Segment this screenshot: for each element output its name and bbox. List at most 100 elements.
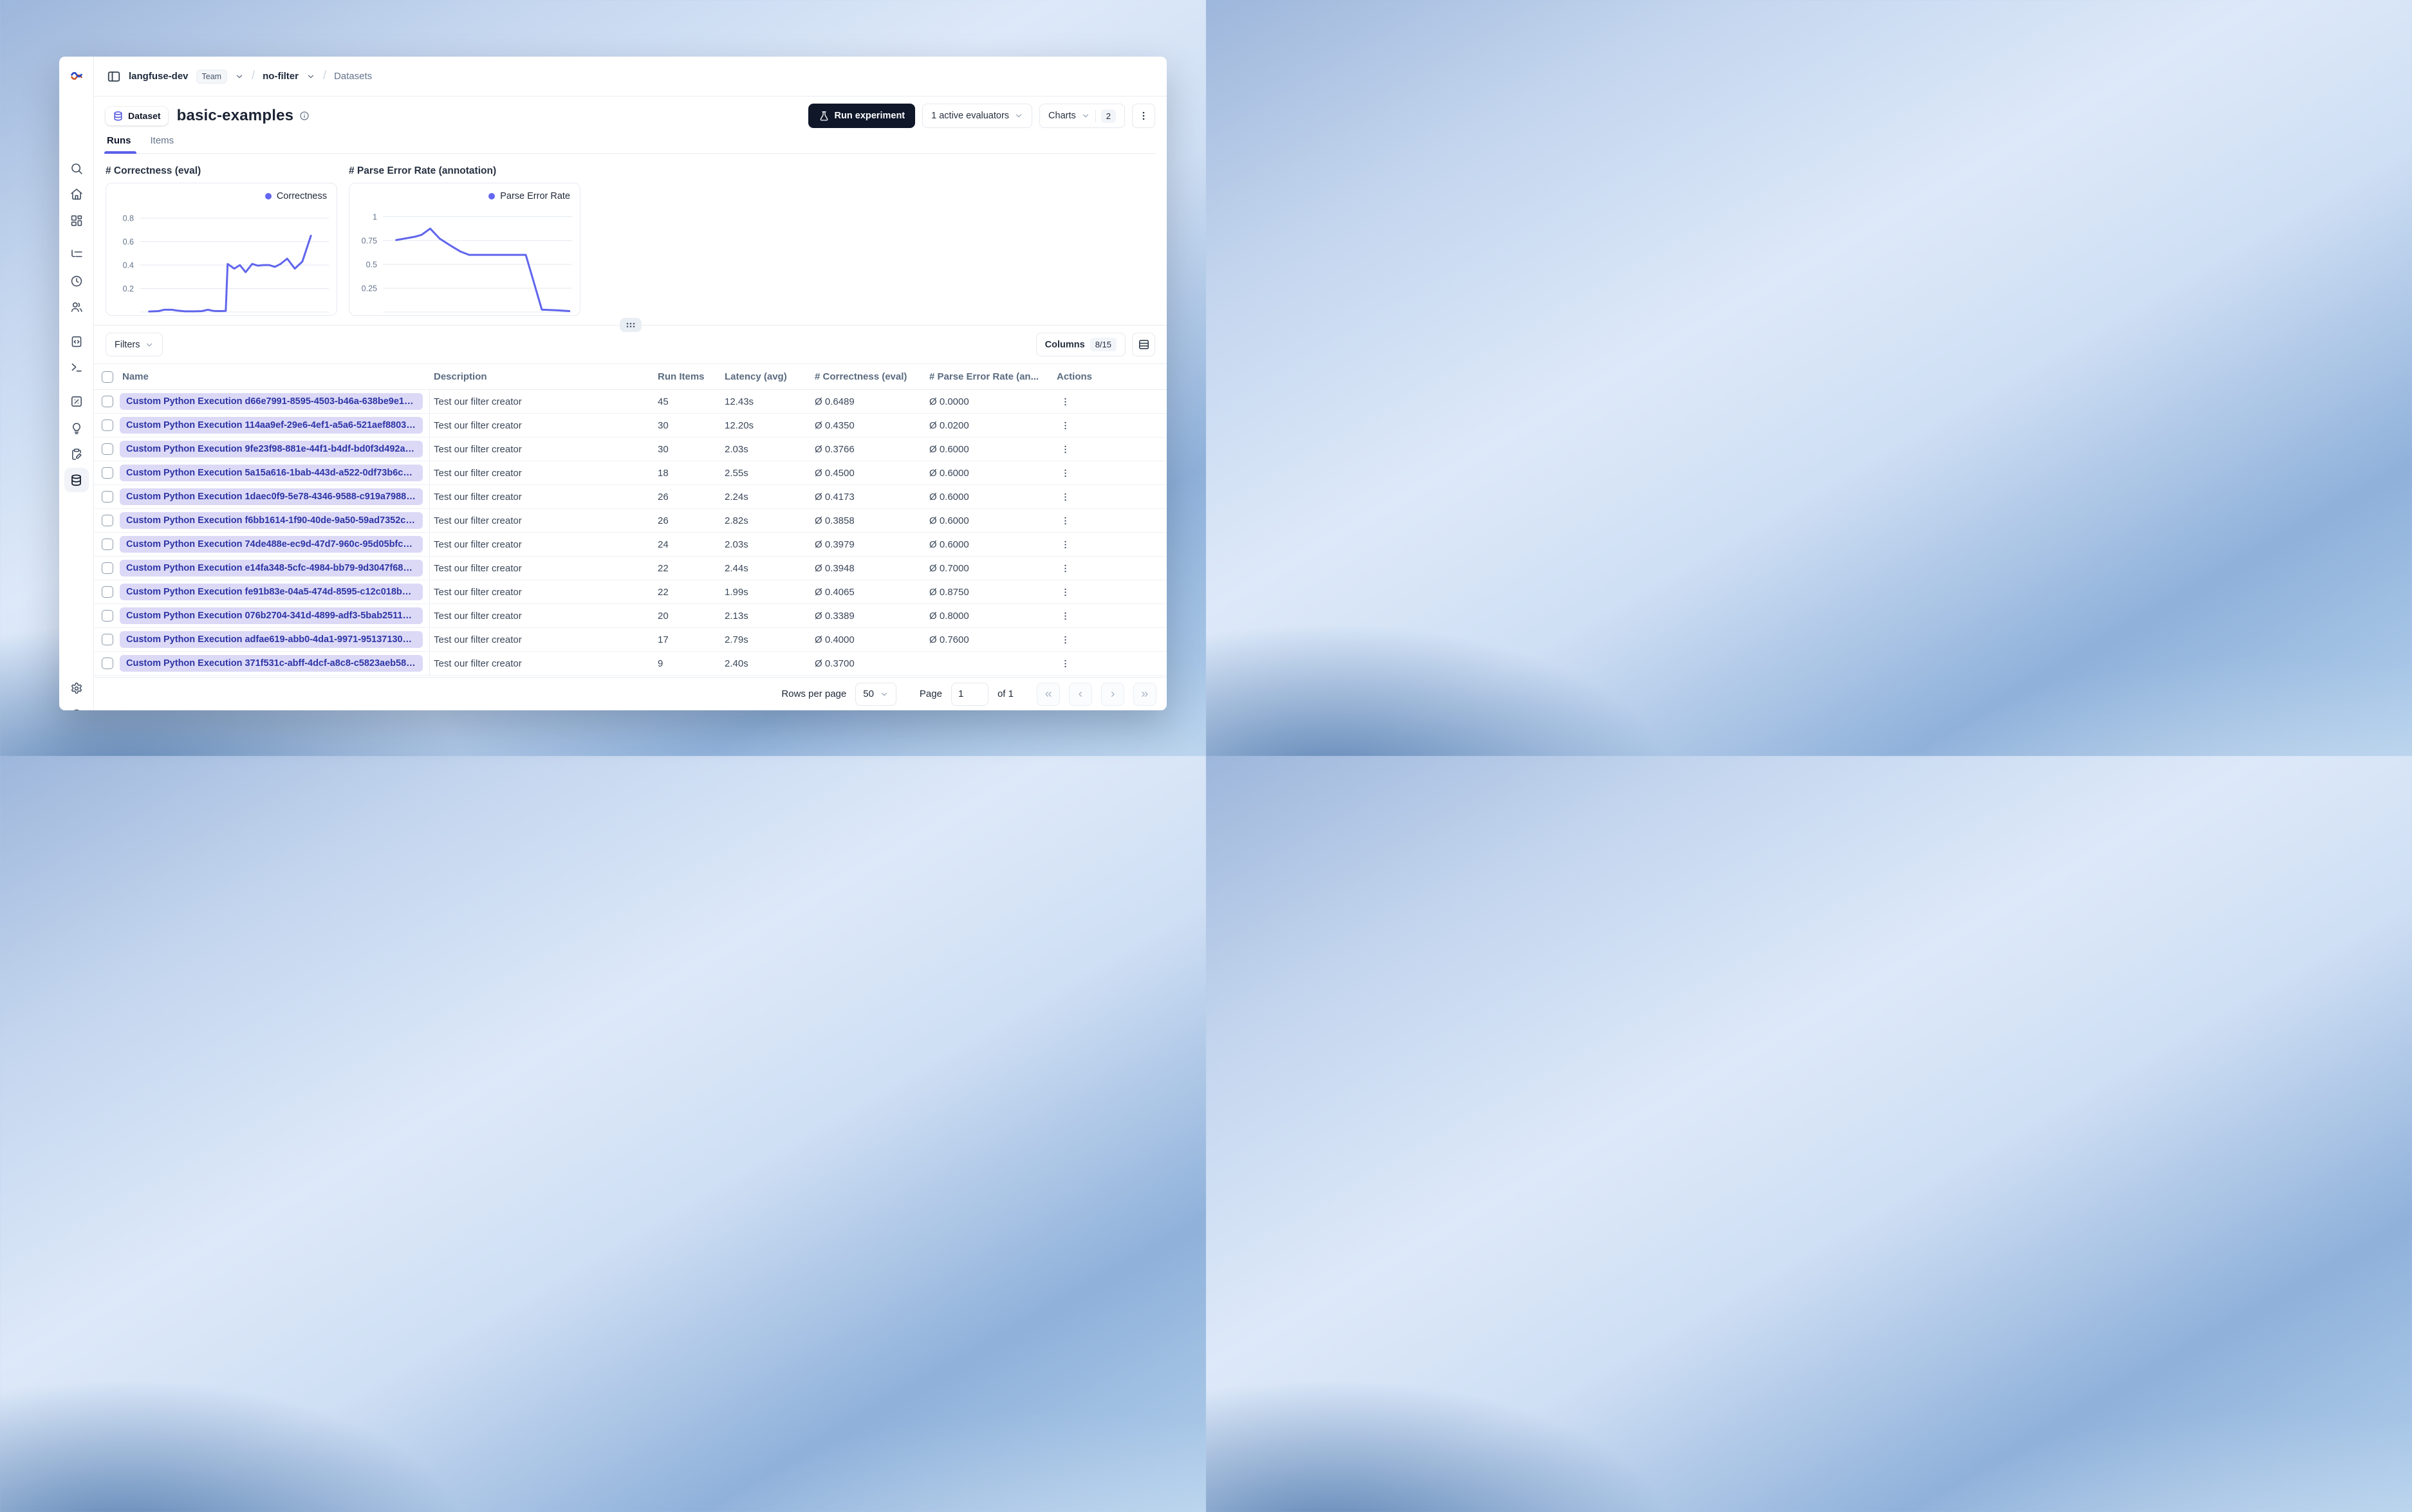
next-page-button[interactable] (1101, 682, 1124, 706)
run-description: Test our filter creator (434, 562, 522, 574)
row-checkbox[interactable] (102, 443, 113, 455)
row-checkbox[interactable] (102, 634, 113, 645)
row-checkbox[interactable] (102, 562, 113, 574)
column-header-description[interactable]: Description (434, 371, 487, 382)
header-actions: Run experiment 1 active evaluators Chart… (808, 104, 1155, 128)
breadcrumb-section[interactable]: Datasets (333, 71, 373, 82)
run-parse-error-rate: Ø 0.0000 (929, 396, 969, 407)
table-row: Custom Python Execution 9fe23f98-881e-44… (94, 438, 1167, 461)
table-header-row: Name Description Run Items Latency (avg)… (94, 364, 1167, 390)
evaluators-lightbulb-icon[interactable] (70, 422, 83, 436)
charts-section: # Correctness (eval) 0.2 0.4 0.6 0.8 Correc… (94, 154, 1167, 332)
row-checkbox[interactable] (102, 515, 113, 526)
row-kebab-button[interactable] (1057, 393, 1073, 410)
rows-icon (1138, 340, 1149, 349)
row-checkbox[interactable] (102, 610, 113, 622)
org-chevron-down-icon[interactable] (235, 72, 244, 81)
active-evaluators-dropdown[interactable]: 1 active evaluators (922, 104, 1033, 128)
run-name-link[interactable]: Custom Python Execution adfae619-abb0-4d… (120, 631, 423, 648)
row-kebab-button[interactable] (1057, 441, 1073, 457)
tracing-tree-icon[interactable] (70, 248, 83, 262)
row-kebab-button[interactable] (1057, 512, 1073, 529)
prompts-file-icon[interactable] (70, 335, 83, 349)
previous-page-button[interactable] (1069, 682, 1092, 706)
run-name-link[interactable]: Custom Python Execution e14fa348-5cfc-49… (120, 560, 423, 576)
select-all-checkbox[interactable] (102, 371, 113, 383)
last-page-button[interactable] (1133, 682, 1156, 706)
rows-per-page-select[interactable]: 50 (855, 682, 896, 706)
run-description: Test our filter creator (434, 467, 522, 479)
annotation-clipboard-icon[interactable] (70, 448, 83, 461)
run-name-link[interactable]: Custom Python Execution fe91b83e-04a5-47… (120, 584, 423, 600)
first-page-button[interactable] (1037, 682, 1060, 706)
section-resize-handle[interactable] (619, 318, 642, 332)
home-icon[interactable] (70, 188, 83, 201)
svg-text:0.2: 0.2 (123, 284, 134, 293)
row-kebab-button[interactable] (1057, 465, 1073, 481)
table-row: Custom Python Execution 114aa9ef-29e6-4e… (94, 414, 1167, 438)
run-name-link[interactable]: Custom Python Execution 5a15a616-1bab-44… (120, 465, 423, 481)
filters-button[interactable]: Filters (106, 333, 163, 356)
tab-runs[interactable]: Runs (104, 135, 136, 154)
row-height-button[interactable] (1132, 333, 1155, 356)
run-name-link[interactable]: Custom Python Execution 74de488e-ec9d-47… (120, 536, 423, 553)
row-kebab-button[interactable] (1057, 631, 1073, 648)
sessions-clock-icon[interactable] (70, 275, 83, 288)
run-name-link[interactable]: Custom Python Execution d66e7991-8595-45… (120, 393, 423, 410)
dashboards-grid-icon[interactable] (70, 214, 83, 228)
run-latency: 12.20s (725, 419, 754, 431)
column-header-correctness[interactable]: # Correctness (eval) (815, 371, 907, 382)
column-header-parse-error-rate[interactable]: # Parse Error Rate (an... (929, 371, 1039, 382)
page-number-input[interactable] (951, 682, 988, 706)
row-kebab-button[interactable] (1057, 536, 1073, 553)
row-checkbox[interactable] (102, 419, 113, 431)
run-name-link[interactable]: Custom Python Execution 076b2704-341d-48… (120, 607, 423, 624)
run-name-link[interactable]: Custom Python Execution 9fe23f98-881e-44… (120, 441, 423, 457)
row-checkbox[interactable] (102, 586, 113, 598)
run-name-link[interactable]: Custom Python Execution 114aa9ef-29e6-4e… (120, 417, 423, 434)
run-name-link[interactable]: Custom Python Execution f6bb1614-1f90-40… (120, 512, 423, 529)
run-experiment-button[interactable]: Run experiment (808, 104, 916, 128)
tab-items[interactable]: Items (150, 135, 174, 146)
column-header-latency[interactable]: Latency (avg) (725, 371, 787, 382)
app-window: langfuse-dev Team / no-filter / Datasets… (59, 57, 1167, 710)
playground-terminal-icon[interactable] (70, 361, 83, 374)
search-icon[interactable] (70, 162, 83, 176)
more-actions-kebab-button[interactable] (1132, 104, 1155, 128)
column-header-name[interactable]: Name (122, 371, 149, 382)
run-parse-error-rate: Ø 0.7600 (929, 634, 969, 645)
row-checkbox[interactable] (102, 396, 113, 407)
row-kebab-button[interactable] (1057, 417, 1073, 434)
table-toolbar: Filters Columns 8/15 (94, 326, 1167, 364)
row-checkbox[interactable] (102, 539, 113, 550)
svg-text:0.6: 0.6 (123, 237, 134, 246)
flask-icon (820, 111, 828, 121)
row-checkbox[interactable] (102, 467, 113, 479)
breadcrumb-project[interactable]: no-filter (263, 71, 299, 82)
row-actions-cell (1046, 655, 1163, 672)
users-icon[interactable] (70, 300, 83, 314)
row-kebab-button[interactable] (1057, 607, 1073, 624)
breadcrumb-org[interactable]: langfuse-dev (129, 71, 189, 82)
row-kebab-button[interactable] (1057, 488, 1073, 505)
row-kebab-button[interactable] (1057, 655, 1073, 672)
row-kebab-button[interactable] (1057, 560, 1073, 576)
row-checkbox[interactable] (102, 658, 113, 669)
run-name-link[interactable]: Custom Python Execution 1daec0f9-5e78-43… (120, 488, 423, 505)
row-checkbox[interactable] (102, 491, 113, 502)
support-lifebuoy-icon[interactable] (70, 708, 83, 710)
sidebar-collapse-icon[interactable] (107, 69, 121, 84)
settings-gear-icon[interactable] (70, 682, 83, 696)
row-kebab-button[interactable] (1057, 584, 1073, 600)
columns-button[interactable]: Columns 8/15 (1035, 333, 1126, 356)
column-header-run-items[interactable]: Run Items (658, 371, 705, 382)
info-icon[interactable] (299, 111, 310, 121)
run-correctness: Ø 0.3858 (815, 515, 855, 526)
datasets-nav-active[interactable] (64, 468, 89, 492)
run-items-count: 18 (658, 467, 669, 479)
charts-dropdown[interactable]: Charts 2 (1039, 104, 1125, 128)
run-name-link[interactable]: Custom Python Execution 371f531c-abff-4d… (120, 655, 423, 672)
scores-percent-icon[interactable] (70, 395, 83, 409)
project-chevron-down-icon[interactable] (306, 72, 315, 81)
kebab-icon (1064, 612, 1066, 620)
